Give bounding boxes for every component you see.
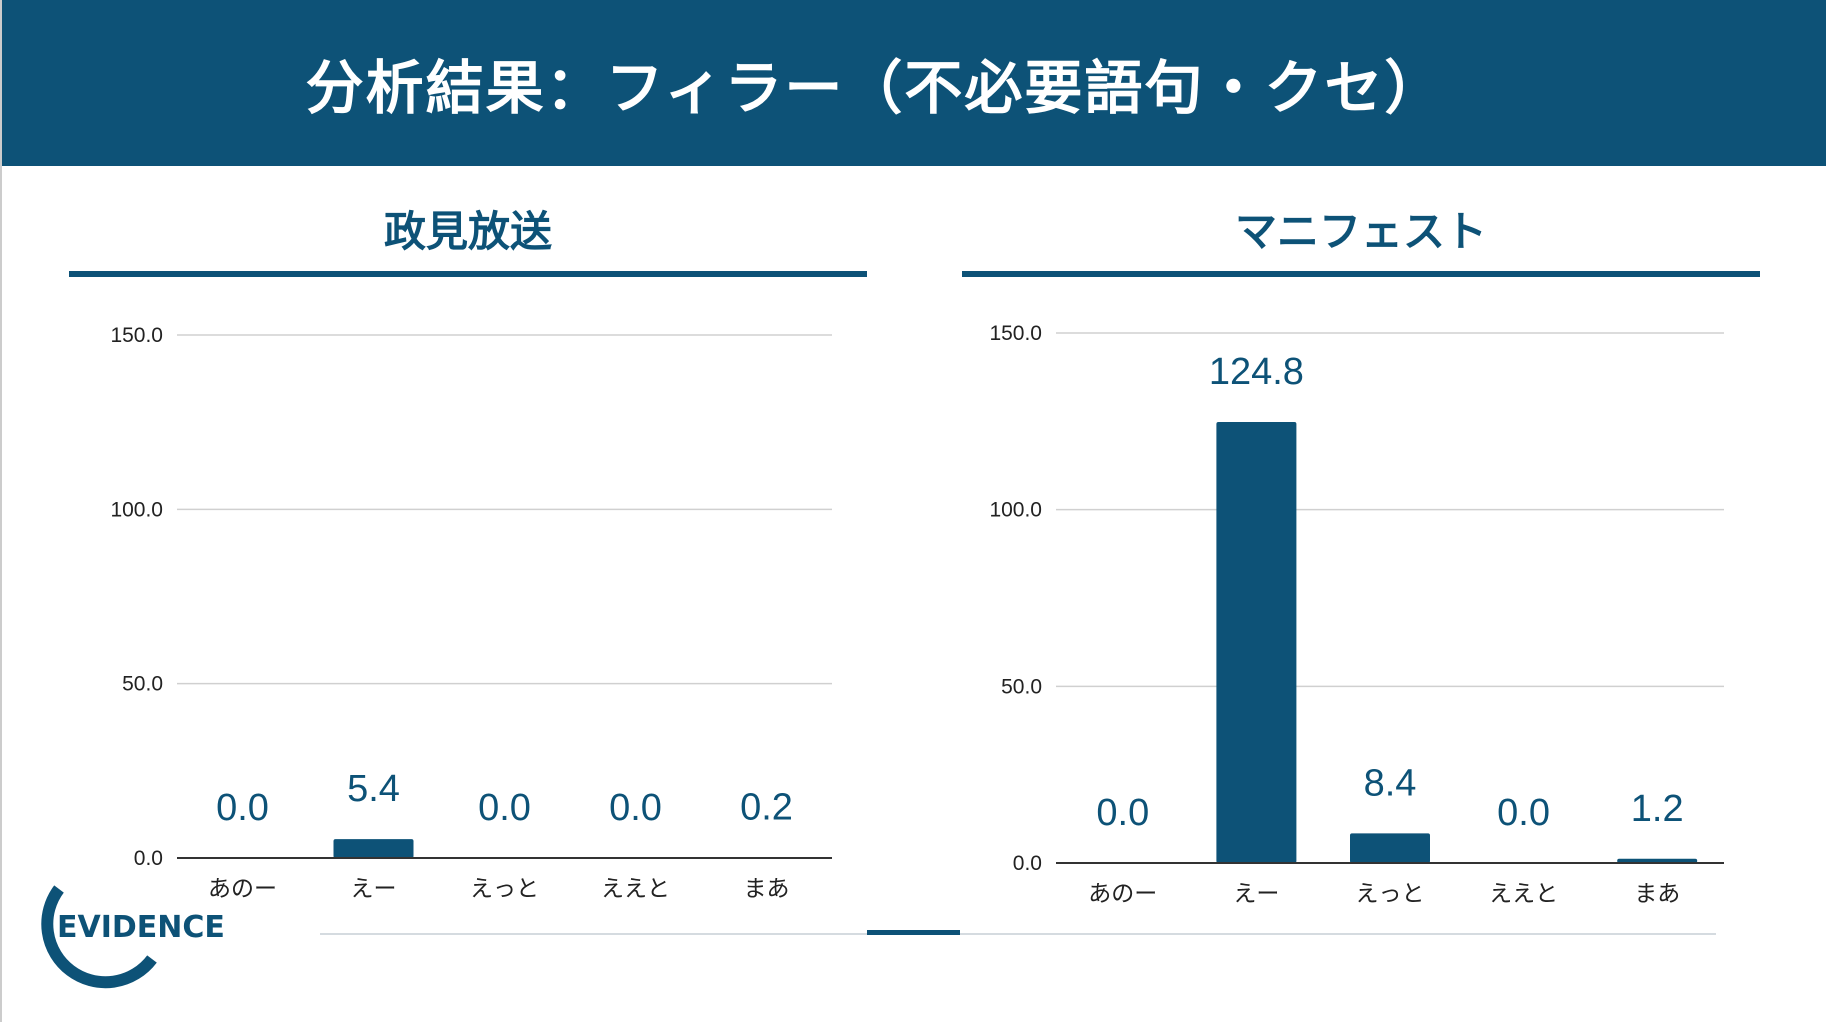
data-label: 0.0	[478, 787, 531, 829]
bar	[1216, 422, 1297, 863]
title-underline-right	[962, 271, 1760, 277]
x-tick-label: まあ	[744, 876, 790, 902]
data-label: 0.0	[1497, 792, 1550, 834]
chart-title-right: マニフェスト	[1234, 207, 1487, 256]
x-tick-label: えっと	[1356, 881, 1425, 907]
data-label: 5.4	[347, 768, 400, 810]
y-tick-label: 0.0	[134, 847, 163, 870]
x-tick-label: ええと	[1489, 881, 1558, 907]
x-tick-label: あのー	[1088, 881, 1157, 907]
data-label: 124.8	[1209, 351, 1304, 393]
footer-divider	[320, 933, 1716, 935]
data-label: 0.0	[609, 787, 662, 829]
chart-title-left: 政見放送	[383, 207, 552, 256]
page-title: 分析結果：フィラー（不必要語句・クセ）	[305, 54, 1445, 122]
data-label: 0.0	[1096, 792, 1149, 834]
x-tick-label: まあ	[1634, 881, 1680, 907]
bar	[1617, 858, 1698, 863]
x-tick-label: えー	[1233, 881, 1279, 907]
header-bar: 分析結果：フィラー（不必要語句・クセ）	[2, 0, 1826, 166]
x-tick-label: あのー	[208, 876, 277, 902]
y-tick-label: 100.0	[989, 499, 1042, 522]
y-tick-label: 0.0	[1013, 852, 1042, 875]
data-label: 0.2	[740, 786, 793, 828]
x-tick-label: えー	[351, 876, 397, 902]
footer-accent	[867, 930, 960, 935]
bar	[333, 839, 414, 858]
y-tick-label: 50.0	[122, 673, 163, 696]
y-tick-label: 150.0	[110, 324, 163, 347]
data-label: 1.2	[1631, 788, 1684, 830]
y-tick-label: 50.0	[1001, 675, 1042, 698]
y-tick-label: 150.0	[989, 322, 1042, 345]
evidence-logo: EVIDENCE	[41, 885, 225, 989]
x-tick-label: えっと	[470, 876, 539, 902]
x-tick-label: ええと	[601, 876, 670, 902]
title-underline-left	[69, 271, 867, 277]
data-label: 8.4	[1364, 762, 1417, 804]
logo-text: EVIDENCE	[57, 910, 225, 945]
data-label: 0.0	[216, 787, 269, 829]
y-tick-label: 100.0	[110, 498, 163, 521]
bar	[1350, 833, 1430, 863]
